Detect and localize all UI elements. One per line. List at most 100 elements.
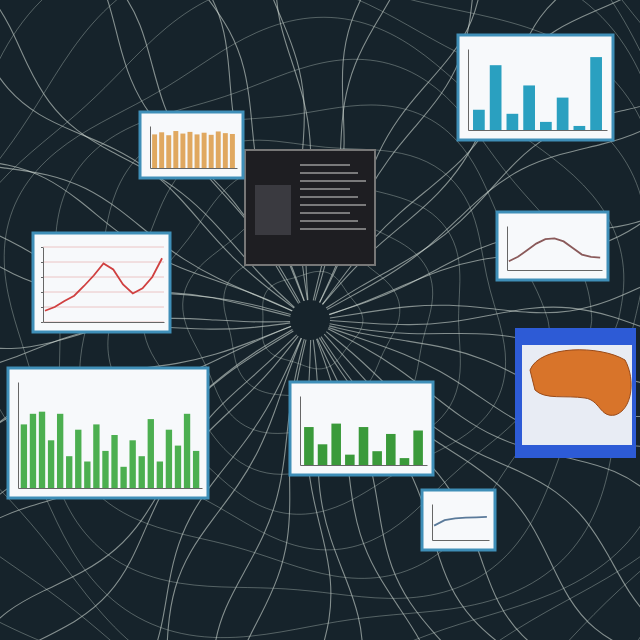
screen-line	[300, 212, 350, 214]
web-line	[0, 331, 293, 626]
y-axis	[507, 227, 508, 271]
panel-frame	[458, 35, 613, 140]
bar	[159, 132, 164, 168]
bar	[590, 57, 602, 130]
web-line	[324, 334, 640, 640]
web-line	[0, 335, 297, 640]
grid-line	[43, 247, 164, 248]
web-ring	[0, 0, 640, 640]
bar	[30, 414, 36, 488]
web	[0, 0, 640, 640]
panel	[290, 382, 433, 475]
x-axis	[433, 540, 490, 541]
y-axis	[150, 127, 151, 169]
panel-frame	[422, 490, 495, 550]
screen-frame	[245, 150, 375, 265]
bar	[157, 462, 163, 489]
y-axis	[41, 248, 44, 323]
panel-frame	[290, 382, 433, 475]
tick-mark	[41, 292, 43, 293]
screen-line	[300, 196, 358, 198]
bar	[540, 122, 552, 130]
plot	[433, 505, 490, 541]
web-line	[328, 329, 640, 592]
web-ring	[0, 0, 640, 640]
bar	[386, 434, 396, 465]
tick-mark	[41, 247, 43, 248]
y-axis	[432, 505, 433, 541]
bar	[39, 412, 45, 488]
line	[434, 517, 487, 526]
bar	[195, 134, 200, 168]
y-axis	[300, 397, 301, 466]
tick	[41, 262, 43, 263]
axis-line	[469, 130, 608, 131]
bar	[84, 462, 90, 489]
x-axis	[301, 465, 428, 466]
axis-line	[18, 383, 19, 489]
y-axis	[18, 383, 19, 489]
plot	[301, 397, 428, 466]
picture-ground	[522, 345, 632, 445]
x-axis	[19, 488, 203, 489]
bar	[473, 110, 485, 130]
tick	[41, 322, 43, 323]
bar	[490, 65, 502, 130]
marks	[473, 57, 602, 130]
panel	[497, 212, 608, 280]
marks	[45, 258, 162, 311]
bar	[120, 467, 126, 488]
axis-line	[508, 270, 603, 271]
screen-line	[300, 164, 350, 166]
web-ring	[0, 0, 640, 640]
panel	[458, 35, 613, 140]
grid-line	[43, 292, 164, 293]
x-axis	[469, 130, 608, 131]
bar	[331, 424, 341, 465]
grid-line	[43, 277, 164, 278]
bar	[345, 455, 355, 465]
panel-frame	[140, 112, 243, 178]
bar	[223, 133, 228, 168]
web-line	[0, 330, 292, 611]
plot	[469, 50, 608, 131]
bar	[180, 134, 185, 168]
tick-mark	[41, 262, 43, 263]
bar	[187, 132, 192, 168]
plot	[19, 383, 203, 489]
bar	[372, 451, 382, 465]
axis-line	[507, 227, 508, 271]
marks	[304, 424, 423, 465]
bar	[184, 414, 190, 488]
panel-frame	[497, 212, 608, 280]
panel-frame	[8, 368, 208, 498]
screen-line	[300, 228, 366, 230]
web-ring	[4, 17, 624, 598]
bar	[318, 444, 328, 465]
bar	[129, 440, 135, 488]
plot	[508, 227, 603, 271]
panel	[140, 112, 243, 178]
bar	[75, 430, 81, 488]
bar	[193, 451, 199, 488]
bar	[216, 131, 221, 168]
bar	[507, 114, 519, 130]
bar	[21, 424, 27, 488]
bar	[66, 456, 72, 488]
line	[509, 238, 600, 261]
panel	[422, 490, 495, 550]
bar	[557, 98, 569, 130]
x-axis	[508, 270, 603, 271]
bar	[57, 414, 63, 488]
line	[45, 258, 162, 311]
panel	[33, 233, 170, 332]
bar	[175, 446, 181, 488]
bar	[413, 431, 423, 466]
marks	[152, 131, 235, 168]
picture	[515, 328, 636, 458]
tick	[41, 277, 43, 278]
picture-blob	[530, 350, 631, 416]
bar	[93, 424, 99, 488]
tick	[41, 307, 43, 308]
tick	[41, 292, 43, 293]
